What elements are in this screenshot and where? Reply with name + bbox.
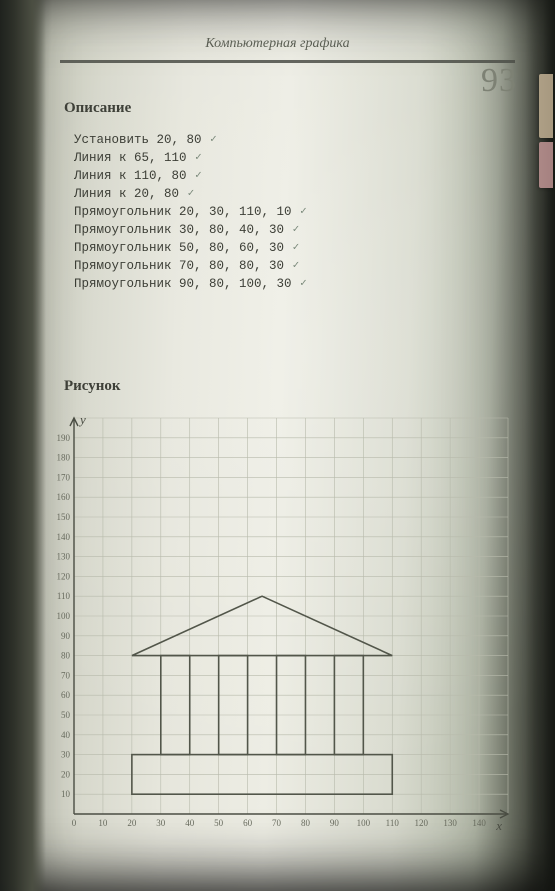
code-line: Прямоугольник 50, 80, 60, 30 ✓ [74, 240, 307, 258]
svg-text:110: 110 [386, 818, 400, 828]
check-icon: ✓ [292, 278, 307, 290]
code-text: Прямоугольник 50, 80, 60, 30 [74, 241, 284, 255]
svg-text:120: 120 [414, 818, 428, 828]
svg-text:90: 90 [61, 631, 71, 641]
code-line: Установить 20, 80 ✓ [74, 132, 307, 150]
code-line: Линия к 110, 80 ✓ [74, 168, 307, 186]
y-axis-label: y [78, 412, 86, 427]
chart-axes [70, 418, 508, 818]
svg-text:170: 170 [57, 472, 71, 482]
code-line: Прямоугольник 30, 80, 40, 30 ✓ [74, 222, 307, 240]
svg-text:80: 80 [61, 651, 71, 661]
svg-text:140: 140 [472, 818, 486, 828]
svg-text:10: 10 [98, 818, 108, 828]
code-text: Прямоугольник 30, 80, 40, 30 [74, 223, 284, 237]
page-tab [539, 74, 553, 138]
section-title-figure: Рисунок [64, 378, 121, 395]
section-title-description: Описание [64, 100, 131, 117]
svg-text:180: 180 [57, 453, 71, 463]
check-icon: ✓ [292, 206, 307, 218]
book-spine-shadow [0, 0, 46, 891]
plotted-rect [219, 656, 248, 755]
page-number: 93 [481, 62, 517, 100]
code-text: Установить 20, 80 [74, 133, 202, 147]
code-text: Линия к 110, 80 [74, 169, 187, 183]
code-line: Линия к 20, 80 ✓ [74, 186, 307, 204]
code-listing: Установить 20, 80 ✓Линия к 65, 110 ✓Лини… [74, 132, 307, 294]
svg-text:100: 100 [357, 818, 371, 828]
code-line: Прямоугольник 70, 80, 80, 30 ✓ [74, 258, 307, 276]
header-rule [60, 60, 515, 63]
check-icon: ✓ [179, 188, 194, 200]
svg-text:50: 50 [214, 818, 224, 828]
svg-text:20: 20 [127, 818, 137, 828]
code-text: Прямоугольник 70, 80, 80, 30 [74, 259, 284, 273]
svg-text:30: 30 [61, 750, 71, 760]
check-icon: ✓ [202, 134, 217, 146]
code-line: Прямоугольник 20, 30, 110, 10 ✓ [74, 204, 307, 222]
svg-text:50: 50 [61, 710, 71, 720]
svg-text:30: 30 [156, 818, 166, 828]
check-icon: ✓ [187, 170, 202, 182]
svg-text:20: 20 [61, 769, 71, 779]
code-text: Прямоугольник 90, 80, 100, 30 [74, 277, 292, 291]
svg-text:0: 0 [72, 818, 77, 828]
svg-text:130: 130 [443, 818, 457, 828]
svg-text:130: 130 [57, 552, 71, 562]
svg-text:40: 40 [185, 818, 195, 828]
svg-text:120: 120 [57, 571, 71, 581]
svg-text:150: 150 [57, 512, 71, 522]
chapter-header: Компьютерная графика [0, 36, 555, 52]
grid-chart: yx10203040506070809010011012013014015016… [42, 410, 522, 840]
svg-text:70: 70 [272, 818, 282, 828]
code-text: Прямоугольник 20, 30, 110, 10 [74, 205, 292, 219]
code-text: Линия к 20, 80 [74, 187, 179, 201]
x-axis-label: x [495, 818, 502, 833]
svg-text:140: 140 [57, 532, 71, 542]
plotted-rect [161, 656, 190, 755]
svg-text:90: 90 [330, 818, 340, 828]
svg-text:190: 190 [57, 433, 71, 443]
check-icon: ✓ [187, 152, 202, 164]
svg-text:10: 10 [61, 789, 71, 799]
x-tick-labels: 0 10 20 30 40 50 60 70 80 90 100 110 120 130 140 [72, 818, 487, 828]
code-line: Прямоугольник 90, 80, 100, 30 ✓ [74, 276, 307, 294]
svg-text:60: 60 [243, 818, 253, 828]
code-line: Линия к 65, 110 ✓ [74, 150, 307, 168]
svg-text:70: 70 [61, 670, 71, 680]
svg-text:160: 160 [57, 492, 71, 502]
textbook-page: Компьютерная графика 93 Описание Установ… [0, 0, 555, 891]
svg-text:60: 60 [61, 690, 71, 700]
svg-text:80: 80 [301, 818, 311, 828]
check-icon: ✓ [284, 260, 299, 272]
svg-text:100: 100 [57, 611, 71, 621]
plotted-rect [334, 656, 363, 755]
code-text: Линия к 65, 110 [74, 151, 187, 165]
check-icon: ✓ [284, 242, 299, 254]
chart-svg: yx10203040506070809010011012013014015016… [42, 410, 522, 840]
svg-text:110: 110 [57, 591, 71, 601]
y-tick-labels: 10 20 30 40 50 60 70 80 90 100 110 120 130 140 150 160 1… [57, 433, 71, 799]
page-tab [539, 142, 553, 188]
roof-polyline [132, 596, 392, 655]
check-icon: ✓ [284, 224, 299, 236]
plotted-rect [277, 656, 306, 755]
svg-text:40: 40 [61, 730, 71, 740]
